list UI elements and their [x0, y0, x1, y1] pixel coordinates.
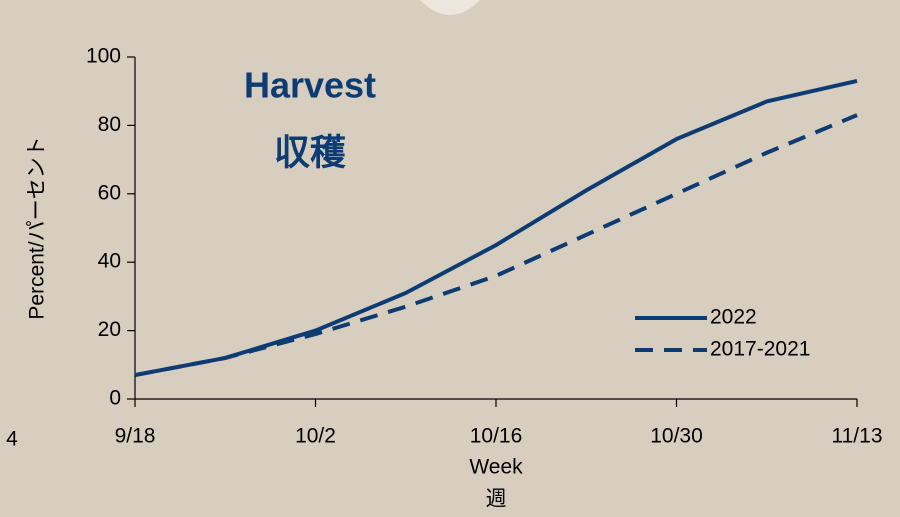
legend-label: 2022 [710, 306, 757, 329]
chart-subtitle: 収穫 [274, 132, 346, 173]
y-tick-label: 40 [98, 250, 121, 273]
y-tick-label: 80 [98, 113, 121, 136]
y-tick-label: 100 [86, 45, 121, 68]
legend-label: 2017-2021 [710, 338, 810, 361]
x-tick-label: 10/16 [470, 425, 523, 448]
y-tick-label: 20 [98, 318, 121, 341]
page-number: 4 [6, 428, 18, 451]
chart-title: Harvest [244, 65, 376, 106]
series-line [134, 113, 858, 378]
x-tick-label: 9/18 [115, 425, 156, 448]
x-axis-label: Week [469, 456, 523, 479]
y-tick-label: 60 [98, 181, 121, 204]
y-axis-label: Percent/パーセント [26, 136, 49, 319]
x-tick-label: 10/2 [295, 425, 336, 448]
x-tick-label: 10/30 [650, 425, 703, 448]
x-axis-label-sub: 週 [486, 488, 507, 511]
x-tick-label: 11/13 [832, 425, 883, 448]
y-tick-label: 0 [109, 387, 121, 410]
decoration [420, 0, 480, 15]
